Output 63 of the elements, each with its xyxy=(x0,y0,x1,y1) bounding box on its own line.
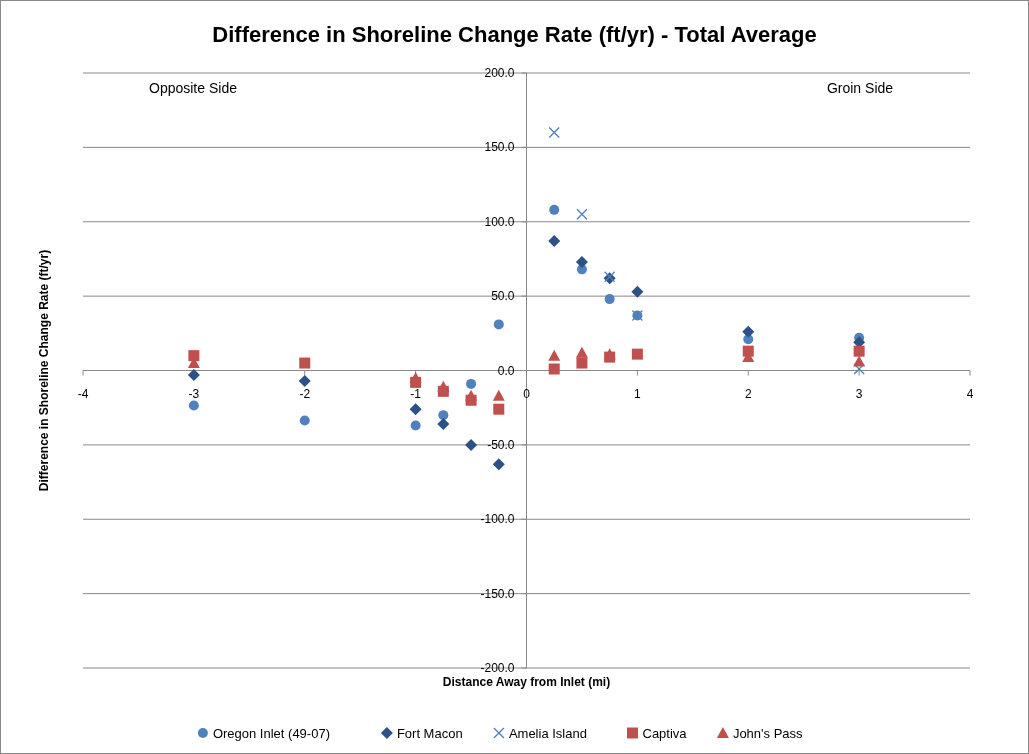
point xyxy=(604,294,615,305)
y-tick-label: 0.0 xyxy=(497,363,515,378)
annotation: Groin Side xyxy=(826,80,894,96)
x-tick-label: -4 xyxy=(77,386,89,401)
point xyxy=(576,208,588,220)
x-axis-title: Distance Away from Inlet (mi) xyxy=(442,675,611,689)
point xyxy=(548,126,560,139)
y-tick-label: 50.0 xyxy=(491,289,515,304)
point xyxy=(466,378,477,389)
point xyxy=(410,420,421,431)
point xyxy=(188,350,200,362)
x-tick-label: 2 xyxy=(744,386,752,401)
point xyxy=(298,374,311,387)
point xyxy=(493,319,504,330)
y-tick-label: -150.0 xyxy=(480,586,515,601)
point xyxy=(492,458,505,471)
point xyxy=(575,346,588,358)
legend-label: Amelia Island xyxy=(508,726,587,741)
x-tick-label: 0 xyxy=(523,386,531,401)
chart-title: Difference in Shoreline Change Rate (ft/yr) - Total Average xyxy=(212,22,817,47)
point xyxy=(438,410,449,421)
legend-label: John's Pass xyxy=(732,726,804,741)
point xyxy=(465,438,478,451)
point xyxy=(493,403,505,415)
point xyxy=(188,400,199,411)
point xyxy=(187,368,200,381)
point xyxy=(742,325,755,338)
y-tick-label: -200.0 xyxy=(480,661,515,675)
point xyxy=(299,415,310,426)
point xyxy=(548,349,561,361)
point xyxy=(853,363,865,375)
point xyxy=(465,389,478,401)
point xyxy=(631,348,643,360)
x-tick-label: -2 xyxy=(299,386,311,401)
point xyxy=(576,357,588,369)
x-tick-label: 4 xyxy=(966,386,974,401)
point xyxy=(492,389,505,401)
point xyxy=(853,355,866,367)
y-axis-title: Difference in Shoreline Change Rate (ft/yr) xyxy=(37,249,51,492)
point xyxy=(299,357,311,369)
x-tick-label: 3 xyxy=(855,386,863,401)
point xyxy=(853,345,865,357)
point xyxy=(548,235,561,248)
x-tick-label: -3 xyxy=(188,386,200,401)
y-tick-label: 200.0 xyxy=(484,66,515,80)
x-tick-label: -1 xyxy=(410,386,422,401)
y-tick-label: -50.0 xyxy=(487,437,515,452)
point xyxy=(437,418,450,431)
y-tick-label: 100.0 xyxy=(484,214,515,229)
y-tick-label: -100.0 xyxy=(480,512,515,527)
point xyxy=(575,255,588,268)
point xyxy=(548,363,560,375)
legend-label: Fort Macon xyxy=(396,726,463,741)
legend-label: Captiva xyxy=(642,726,688,741)
point xyxy=(409,403,422,416)
x-tick-label: 1 xyxy=(634,386,642,401)
point xyxy=(631,285,644,298)
point xyxy=(549,204,560,215)
annotation: Opposite Side xyxy=(149,80,238,96)
point xyxy=(409,371,422,383)
legend-label: Oregon Inlet (49-07) xyxy=(212,726,330,741)
y-tick-label: 150.0 xyxy=(484,140,515,155)
point xyxy=(437,380,450,392)
